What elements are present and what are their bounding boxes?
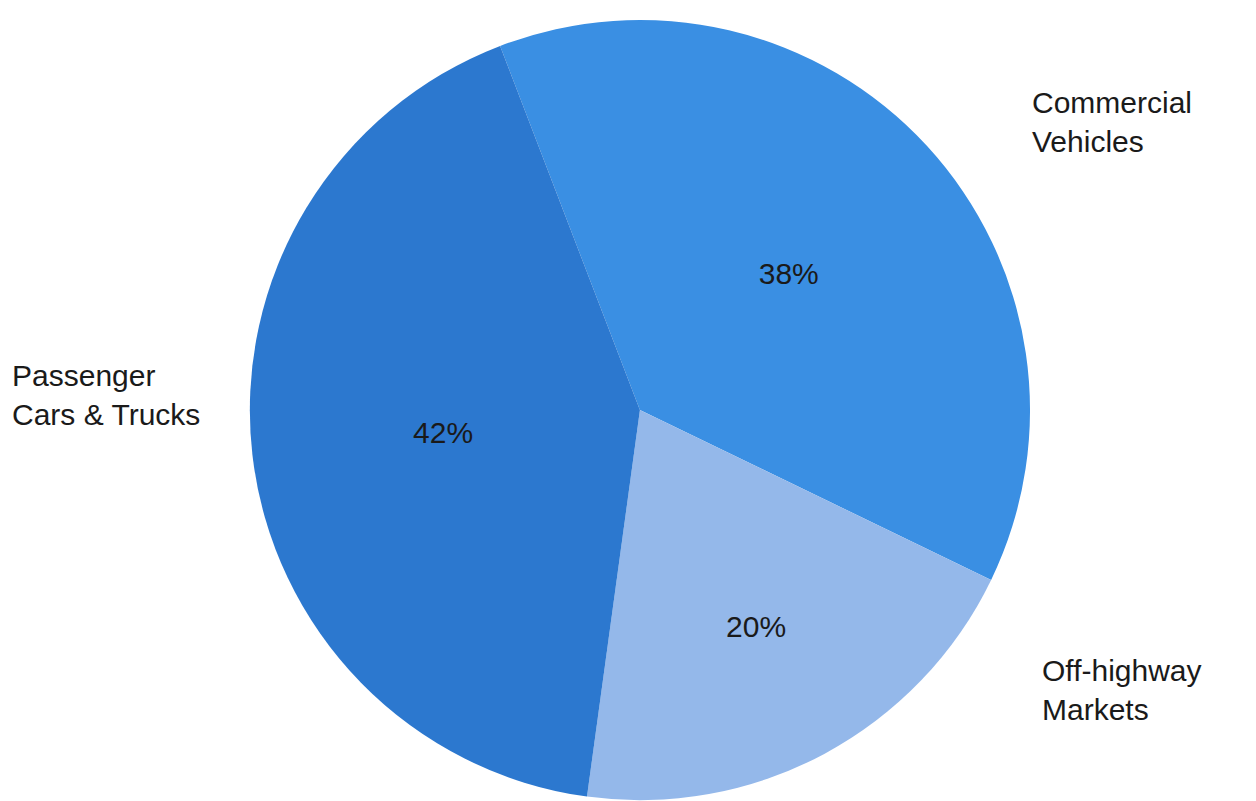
svg-text:PassengerCars & Trucks: PassengerCars & Trucks <box>12 359 200 431</box>
svg-text:20%: 20% <box>726 610 786 643</box>
svg-text:38%: 38% <box>759 257 819 290</box>
svg-text:42%: 42% <box>413 416 473 449</box>
svg-text:CommercialVehicles: CommercialVehicles <box>1032 86 1192 158</box>
svg-text:Off-highwayMarkets: Off-highwayMarkets <box>1042 654 1202 726</box>
